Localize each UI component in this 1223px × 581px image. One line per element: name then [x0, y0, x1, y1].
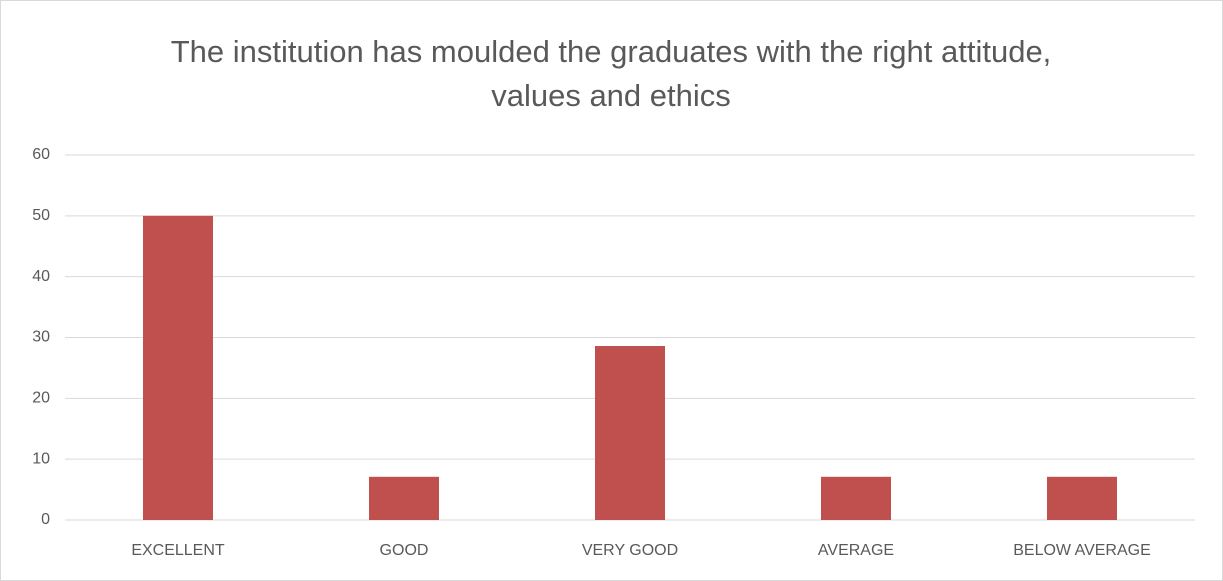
x-tick-label: BELOW AVERAGE — [1013, 542, 1151, 559]
x-tick-label: VERY GOOD — [582, 542, 678, 559]
bar — [143, 215, 213, 521]
y-tick-label: 30 — [32, 329, 50, 346]
x-tick-label: GOOD — [380, 542, 429, 559]
y-tick-label: 20 — [32, 390, 50, 407]
x-tick-label: EXCELLENT — [131, 542, 225, 559]
y-tick-label: 10 — [32, 450, 50, 467]
bar — [1047, 476, 1117, 520]
chart-title: The institution has moulded the graduate… — [170, 34, 1052, 113]
y-tick-label: 40 — [32, 268, 50, 285]
y-tick-label: 50 — [32, 207, 50, 224]
y-tick-label: 0 — [41, 511, 50, 528]
bar — [369, 476, 439, 520]
y-tick-label: 60 — [32, 146, 50, 163]
bar — [821, 476, 891, 520]
bar — [595, 346, 665, 520]
x-tick-label: AVERAGE — [818, 542, 894, 559]
